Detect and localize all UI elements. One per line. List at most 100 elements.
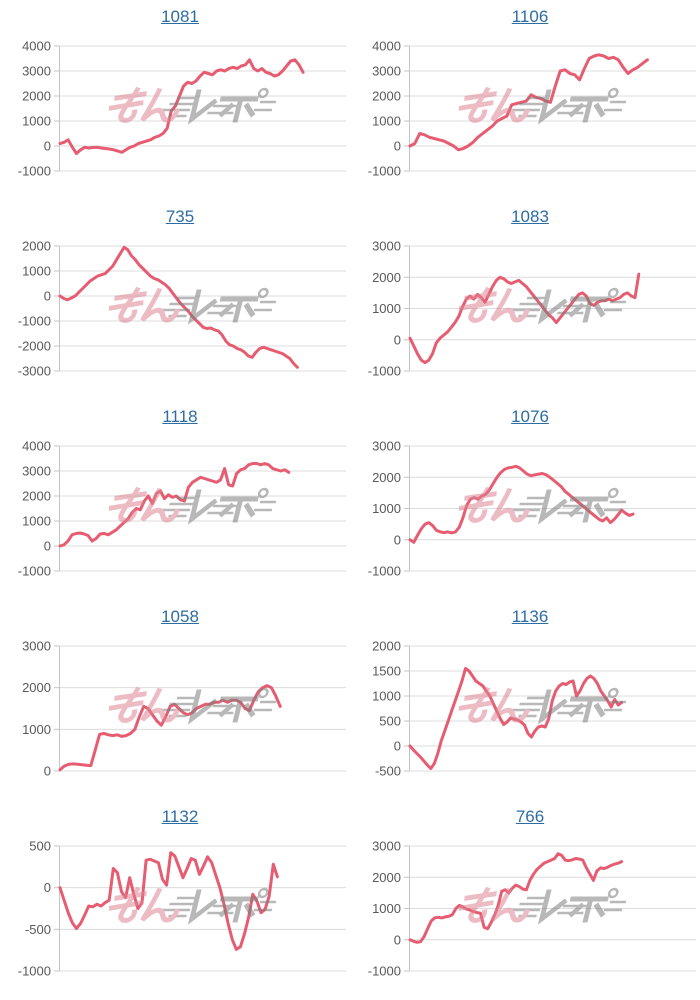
- y-tick-label: 2000: [22, 239, 51, 254]
- watermark-gray-part: [187, 487, 269, 526]
- machine-number-link[interactable]: 1081: [161, 7, 199, 26]
- watermark-pink-part: [458, 86, 531, 123]
- y-tick-label: 2000: [372, 870, 401, 885]
- machine-number-link[interactable]: 735: [165, 207, 195, 226]
- minrepo-watermark: [108, 886, 277, 926]
- y-tick-label: 1000: [372, 301, 401, 316]
- y-tick-label: 1000: [22, 514, 51, 529]
- y-tick-label: -1000: [18, 314, 51, 329]
- minrepo-watermark: [458, 686, 627, 726]
- y-tick-label: -1000: [18, 964, 51, 979]
- watermark-pink-part: [458, 686, 531, 723]
- y-tick-label: 2000: [22, 680, 51, 695]
- slump-graph: 4000 3000 2000 1000 0 -1000: [368, 39, 696, 179]
- y-tick-label: 2000: [22, 489, 51, 504]
- series-line: [58, 245, 299, 369]
- y-tick-label: 0: [44, 880, 51, 895]
- watermark-gray-part: [187, 887, 269, 926]
- y-tick-label: -1000: [368, 964, 401, 979]
- chart-cell: 1058 3000 2000 1000 0: [0, 600, 350, 800]
- y-tick-label: 3000: [372, 439, 401, 454]
- y-tick-label: 0: [394, 139, 401, 154]
- minrepo-watermark: [458, 886, 627, 926]
- watermark-gray-part: [187, 687, 269, 726]
- y-tick-label: -1000: [368, 164, 401, 179]
- y-tick-label: 2000: [372, 470, 401, 485]
- slump-graph: 2000 1500 1000 500 0 -500: [372, 639, 696, 779]
- machine-number-link[interactable]: 1058: [161, 607, 199, 626]
- y-tick-label: -1000: [368, 564, 401, 579]
- slump-graph: 4000 3000 2000 1000 0 -1000: [18, 439, 346, 579]
- minrepo-watermark: [108, 286, 277, 326]
- y-tick-label: 1000: [22, 722, 51, 737]
- y-tick-label: 4000: [22, 439, 51, 454]
- machine-number-link[interactable]: 1132: [161, 807, 199, 826]
- machine-number-link[interactable]: 1083: [511, 207, 549, 226]
- y-tick-label: 1500: [372, 664, 401, 679]
- slump-graph: 4000 3000 2000 1000 0 -1000: [18, 39, 346, 179]
- y-tick-label: -2000: [18, 339, 51, 354]
- y-tick-label: 2000: [22, 89, 51, 104]
- y-tick-label: 1000: [372, 114, 401, 129]
- machine-number-link[interactable]: 1106: [511, 7, 549, 26]
- y-tick-label: -1000: [368, 364, 401, 379]
- minrepo-watermark: [458, 286, 627, 326]
- watermark-gray-part: [537, 887, 619, 926]
- y-tick-label: 0: [44, 539, 51, 554]
- y-tick-label: 0: [394, 932, 401, 947]
- minrepo-watermark: [108, 86, 277, 126]
- y-tick-label: 3000: [22, 464, 51, 479]
- y-tick-label: -1000: [18, 564, 51, 579]
- chart-cell: 1118 4000 3000 2000 1000 0 -1000: [0, 400, 350, 600]
- chart-cell: 1136 2000 1500 1000 500 0 -500: [350, 600, 700, 800]
- machine-number-link[interactable]: 1136: [511, 607, 549, 626]
- y-tick-label: 1000: [372, 901, 401, 916]
- y-tick-label: 2000: [372, 270, 401, 285]
- watermark-gray-part: [537, 687, 619, 726]
- y-tick-label: 0: [44, 289, 51, 304]
- y-tick-label: -1000: [18, 164, 51, 179]
- slump-graph: 3000 2000 1000 0 -1000: [368, 839, 696, 979]
- minrepo-watermark: [108, 686, 277, 726]
- machine-number-link[interactable]: 766: [515, 807, 545, 826]
- y-tick-label: 1000: [22, 114, 51, 129]
- y-tick-label: 1000: [372, 689, 401, 704]
- chart-cell: 735 2000 1000 0 -1000 -2000 -3000: [0, 200, 350, 400]
- watermark-gray-part: [537, 87, 619, 126]
- slump-graph: 3000 2000 1000 0 -1000: [368, 239, 696, 379]
- watermark-pink-part: [108, 86, 181, 123]
- chart-cell: 1132 500 0 -500 -1000: [0, 800, 350, 1000]
- machine-number-link[interactable]: 1118: [162, 407, 198, 426]
- y-tick-label: 3000: [22, 639, 51, 654]
- watermark-pink-part: [108, 286, 181, 323]
- series-line: [408, 852, 624, 944]
- y-tick-label: 500: [29, 839, 51, 854]
- y-tick-label: 0: [44, 764, 51, 779]
- slump-graph: 3000 2000 1000 0: [22, 639, 346, 779]
- slump-graph: 3000 2000 1000 0 -1000: [368, 439, 696, 579]
- series-line: [408, 464, 635, 544]
- y-tick-label: 2000: [372, 89, 401, 104]
- watermark-pink-part: [458, 286, 531, 323]
- minrepo-watermark: [458, 86, 627, 126]
- y-tick-label: 2000: [372, 639, 401, 654]
- chart-cell: 1083 3000 2000 1000 0 -1000: [350, 200, 700, 400]
- machine-number-link[interactable]: 1076: [511, 407, 549, 426]
- y-tick-label: 3000: [372, 239, 401, 254]
- watermark-gray-part: [537, 287, 619, 326]
- watermark-gray-part: [187, 287, 269, 326]
- y-tick-label: 500: [379, 714, 401, 729]
- slump-graph: 500 0 -500 -1000: [18, 839, 346, 979]
- watermark-pink-part: [108, 886, 181, 923]
- watermark-pink-part: [458, 886, 531, 923]
- slump-graph: 2000 1000 0 -1000 -2000 -3000: [18, 239, 346, 379]
- y-tick-label: 0: [394, 332, 401, 347]
- series-line: [58, 684, 282, 772]
- series-line: [58, 58, 305, 155]
- y-tick-label: 0: [394, 532, 401, 547]
- y-tick-label: 0: [44, 139, 51, 154]
- y-tick-label: 4000: [22, 39, 51, 54]
- watermark-pink-part: [108, 486, 181, 523]
- y-tick-label: 0: [394, 739, 401, 754]
- chart-cell: 1081 4000 3000 2000 1000 0 -1000: [0, 0, 350, 200]
